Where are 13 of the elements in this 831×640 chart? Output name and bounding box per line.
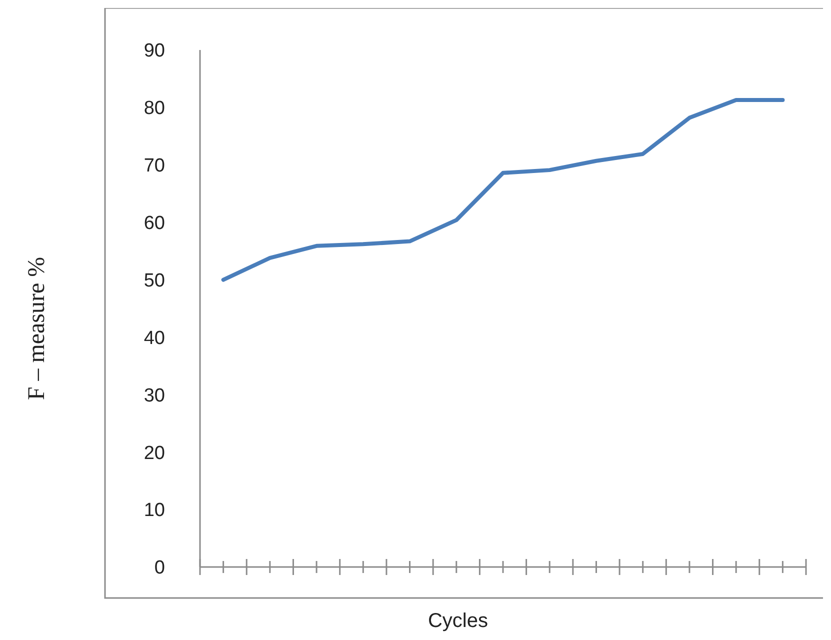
line-series — [221, 98, 785, 282]
y-tick-label: 90 — [144, 40, 165, 62]
y-tick-label: 40 — [144, 328, 165, 349]
y-tick-label: 50 — [144, 270, 165, 292]
y-tick-label: 20 — [144, 442, 165, 464]
x-axis-title: Cycles — [428, 610, 488, 632]
y-axis-title: F – measure % — [24, 256, 50, 400]
y-tick-label: 80 — [144, 98, 165, 120]
y-tick-label: 70 — [144, 156, 165, 177]
y-tick-label: 60 — [144, 212, 165, 234]
y-tick-label: 10 — [144, 500, 165, 522]
y-tick-label: 0 — [154, 558, 165, 579]
y-tick-label: 30 — [144, 385, 165, 406]
